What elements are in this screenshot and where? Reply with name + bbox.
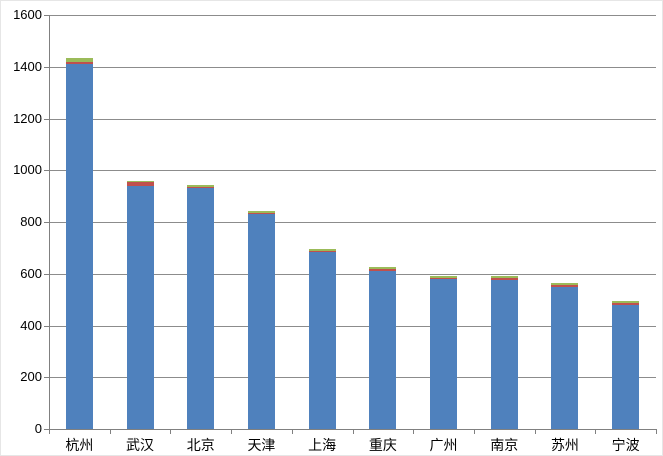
x-axis-tick bbox=[595, 429, 597, 434]
x-axis-tick bbox=[109, 429, 111, 434]
bar-segment-series3 bbox=[551, 282, 579, 285]
x-category-label: 武汉 bbox=[126, 437, 155, 453]
bar-segment-series2 bbox=[612, 302, 640, 305]
bar-segment-series1 bbox=[126, 185, 154, 429]
bar-segment-series1 bbox=[247, 213, 275, 429]
y-tick-label: 0 bbox=[34, 421, 42, 436]
y-tick-label: 1400 bbox=[13, 58, 42, 74]
x-axis-line bbox=[44, 429, 656, 430]
bar-segment-series2 bbox=[551, 284, 579, 287]
y-axis-line bbox=[49, 15, 50, 433]
x-category-label: 北京 bbox=[186, 437, 215, 453]
gridline bbox=[49, 170, 656, 172]
bar-segment-series2 bbox=[187, 187, 215, 189]
gridline bbox=[49, 66, 656, 68]
bar-segment-series1 bbox=[490, 280, 518, 429]
x-axis-tick bbox=[473, 429, 475, 434]
y-axis-tick bbox=[44, 66, 49, 68]
y-axis-tick bbox=[44, 222, 49, 223]
x-category-label: 杭州 bbox=[65, 437, 94, 453]
bar-segment-series2 bbox=[65, 62, 93, 65]
bar-segment-series1 bbox=[187, 188, 215, 429]
gridline bbox=[49, 273, 656, 275]
bar-segment-series2 bbox=[430, 278, 458, 279]
y-tick-label: 600 bbox=[20, 265, 42, 281]
x-category-label: 上海 bbox=[308, 437, 337, 453]
y-tick-label: 1000 bbox=[13, 162, 42, 178]
x-axis-tick bbox=[413, 429, 415, 434]
bar-segment-series1 bbox=[430, 278, 458, 429]
gridline bbox=[49, 222, 656, 223]
y-axis-tick bbox=[44, 118, 49, 120]
x-category-label: 广州 bbox=[429, 437, 458, 453]
bar-segment-series2 bbox=[247, 213, 275, 214]
bar-segment-series3 bbox=[247, 210, 275, 214]
x-axis-tick bbox=[291, 429, 293, 434]
gridline bbox=[49, 377, 656, 379]
x-axis-tick bbox=[170, 429, 172, 434]
y-tick-label: 400 bbox=[20, 317, 42, 333]
bar-segment-series2 bbox=[490, 278, 518, 281]
x-category-label: 南京 bbox=[490, 437, 519, 453]
y-axis-tick bbox=[44, 273, 49, 275]
bar-segment-series2 bbox=[308, 250, 336, 252]
gridline bbox=[49, 325, 656, 327]
bar-segment-series3 bbox=[187, 184, 215, 188]
bar-segment-series3 bbox=[430, 276, 458, 279]
x-axis-tick bbox=[49, 429, 50, 434]
x-axis-tick bbox=[534, 429, 536, 434]
x-axis-tick bbox=[656, 429, 657, 434]
y-axis-tick bbox=[44, 170, 49, 172]
y-tick-label: 1200 bbox=[13, 110, 42, 126]
y-axis-tick bbox=[44, 377, 49, 379]
bar-segment-series1 bbox=[369, 271, 397, 429]
bar-segment-series2 bbox=[369, 268, 397, 272]
x-category-label: 重庆 bbox=[368, 437, 397, 453]
bar-segment-series3 bbox=[490, 276, 518, 279]
gridline bbox=[49, 118, 656, 120]
y-tick-label: 200 bbox=[20, 369, 42, 385]
x-axis-tick bbox=[352, 429, 354, 434]
y-tick-label: 1600 bbox=[13, 7, 42, 22]
gridline bbox=[49, 15, 656, 16]
x-category-label: 苏州 bbox=[550, 437, 579, 453]
bar-segment-series3 bbox=[126, 180, 154, 182]
bar-segment-series3 bbox=[308, 248, 336, 251]
y-tick-label: 800 bbox=[20, 214, 42, 229]
x-category-label: 天津 bbox=[247, 437, 276, 453]
bar-segment-series3 bbox=[65, 58, 93, 63]
bar-segment-series1 bbox=[551, 286, 579, 429]
bar-segment-series3 bbox=[369, 266, 397, 269]
bar-segment-series1 bbox=[308, 251, 336, 429]
y-axis-tick bbox=[44, 15, 49, 16]
x-axis-tick bbox=[231, 429, 233, 434]
y-axis-tick bbox=[44, 325, 49, 327]
bar-segment-series1 bbox=[65, 64, 93, 429]
bar-segment-series1 bbox=[612, 304, 640, 429]
bar-segment-series3 bbox=[612, 300, 640, 303]
bar-segment-series2 bbox=[126, 181, 154, 186]
x-category-label: 宁波 bbox=[611, 437, 640, 453]
